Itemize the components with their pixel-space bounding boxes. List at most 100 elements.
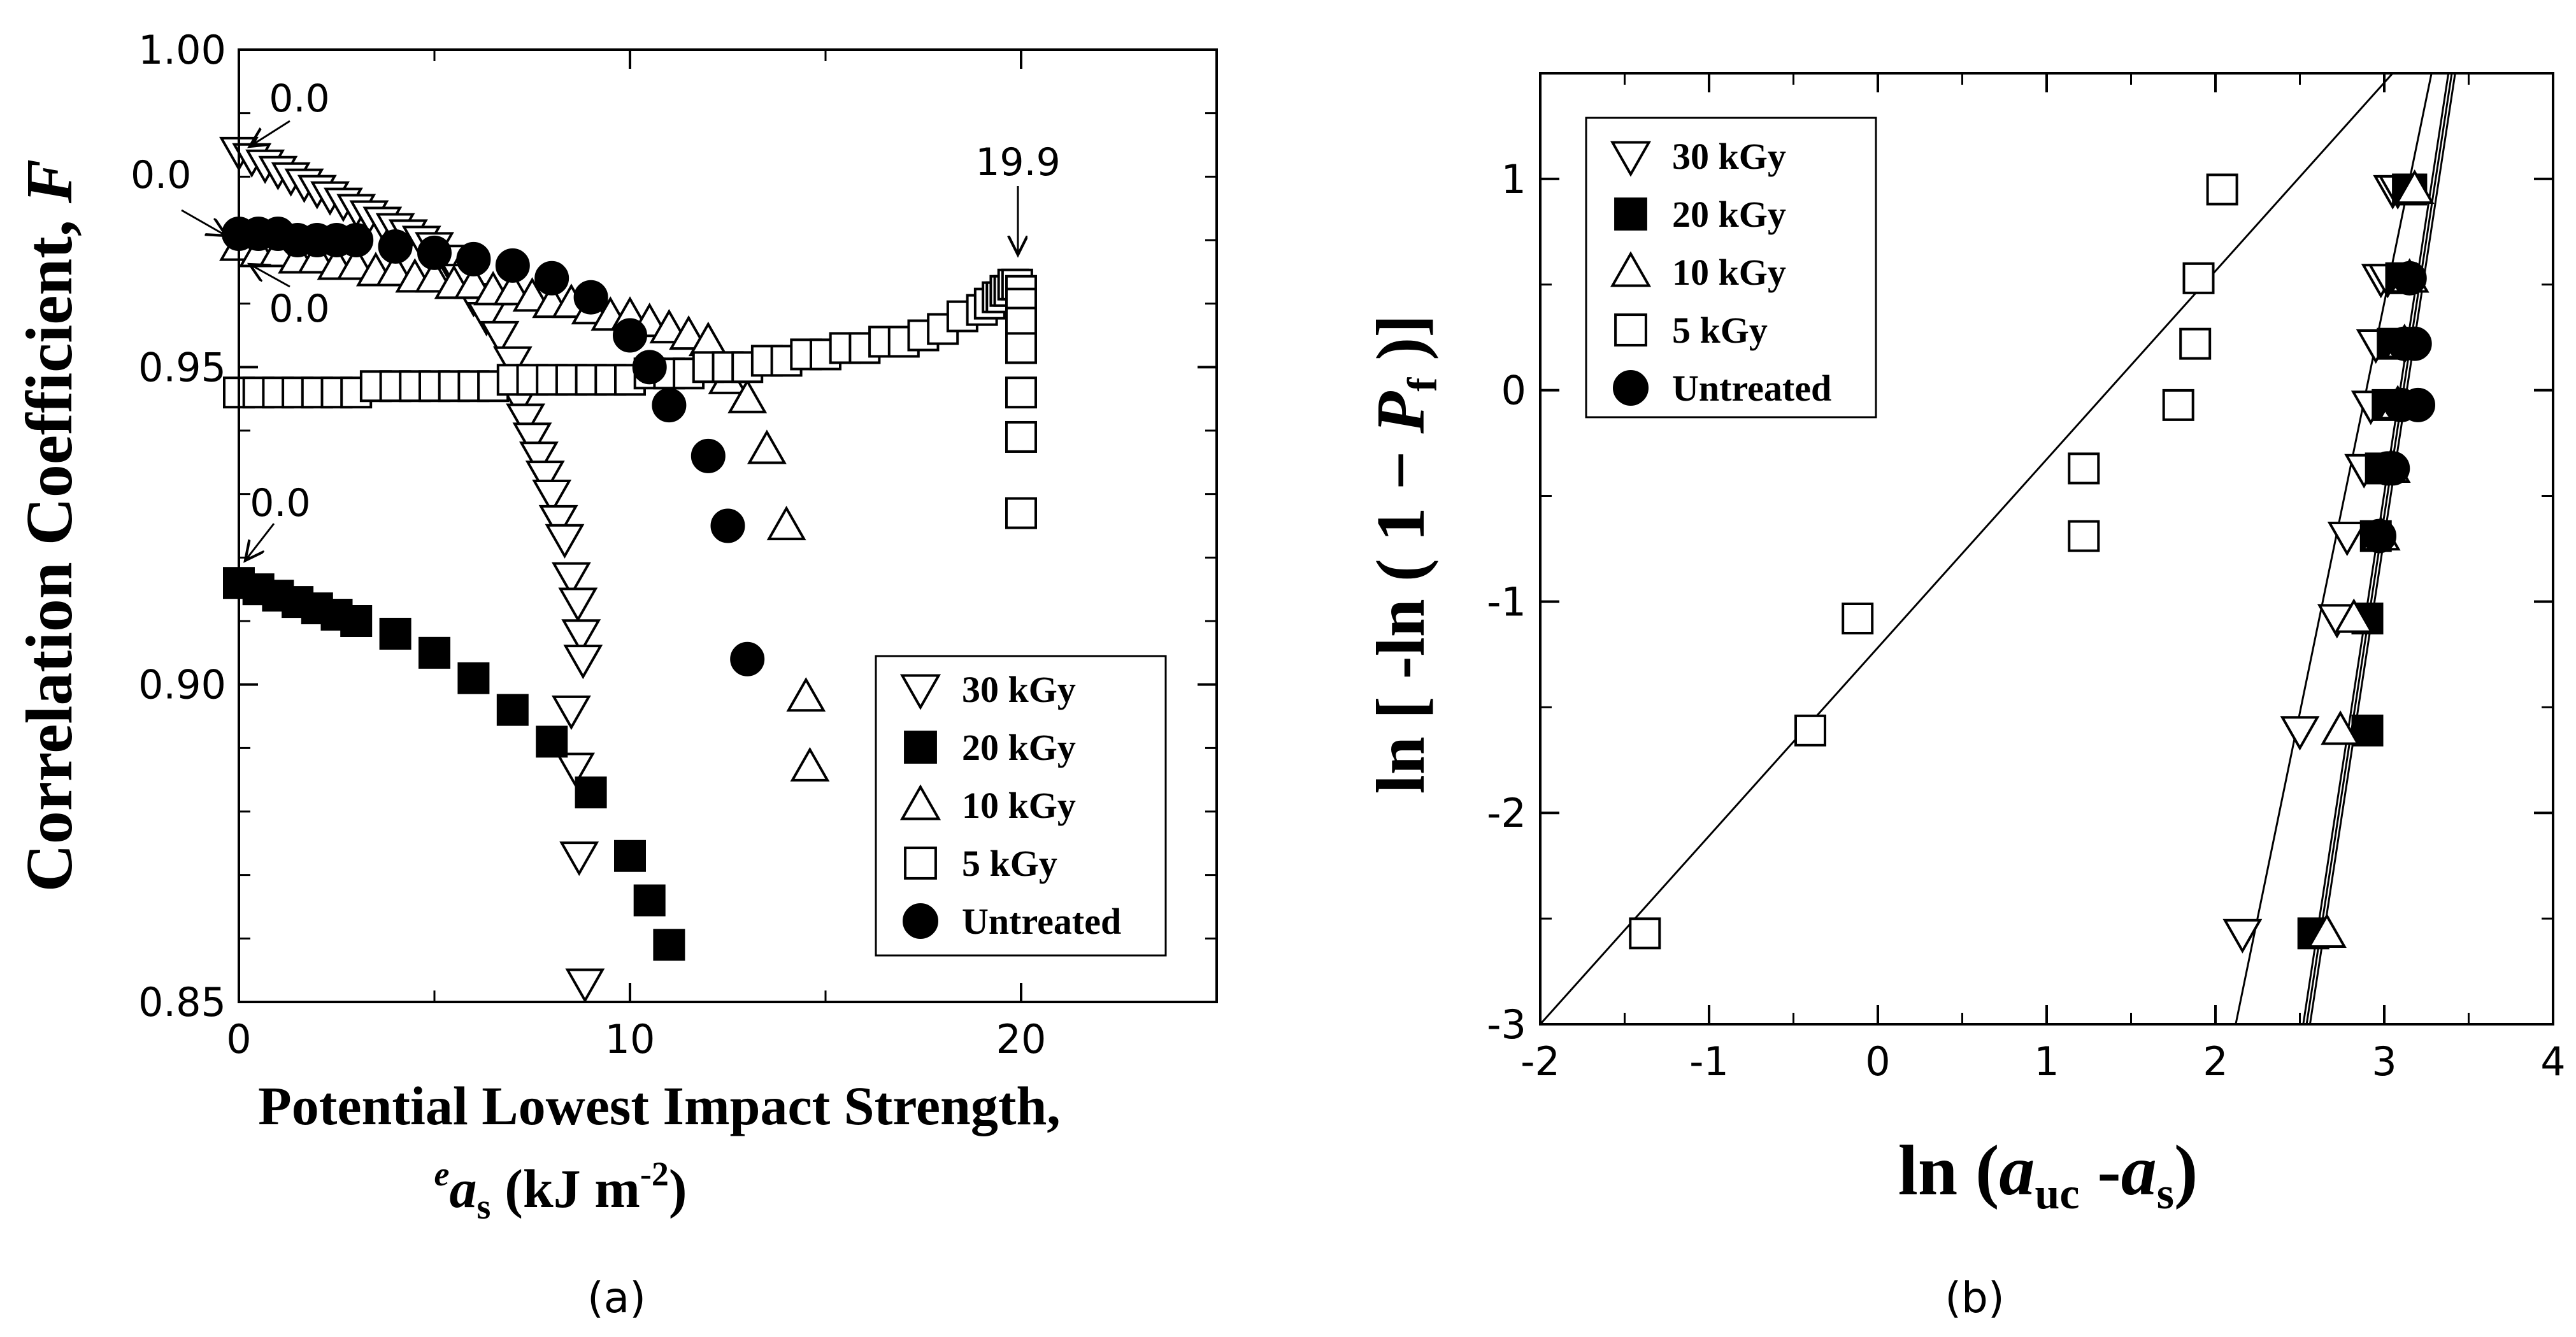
chart-a-y-tick-label: 0.95 <box>138 344 226 390</box>
chart-b-xlabel-mid: - <box>2079 1131 2121 1210</box>
chart-a-point-30-kgy <box>545 524 585 559</box>
chart-b-point-5-kgy <box>2068 520 2100 552</box>
chart-b-marks <box>1629 169 2435 954</box>
chart-a-xlabel-units: (kJ m <box>504 1158 640 1219</box>
chart-b-y-tick-label: -3 <box>1487 1001 1526 1048</box>
chart-b-legend-label: 5 kGy <box>1672 310 1768 351</box>
chart-a-point-30-kgy <box>512 422 552 457</box>
chart-a-point-30-kgy <box>492 346 533 381</box>
chart-a-point-30-kgy <box>532 480 572 515</box>
chart-a-point-30-kgy-lower <box>559 841 599 876</box>
chart-a-annotation-label: 0.0 <box>250 481 310 526</box>
chart-a-point-untreated <box>417 235 452 270</box>
chart-b-point-10-kgy <box>2394 169 2435 204</box>
chart-b-fit-line-30-kgy-fit <box>2235 73 2433 1025</box>
chart-b-ylabel-sub: f <box>1399 377 1446 392</box>
chart-a-point-30-kgy <box>551 562 591 597</box>
chart-b-legend-label: 30 kGy <box>1672 136 1786 177</box>
chart-b-point-untreated <box>2362 518 2397 554</box>
chart-a-point-30-kgy-lower <box>555 752 595 787</box>
chart-b-point-10-kgy <box>2321 710 2361 745</box>
chart-a-point-untreated <box>652 388 687 423</box>
chart-b-x-tick-label: 0 <box>1865 1038 1890 1085</box>
chart-a-point-untreated <box>534 261 569 296</box>
chart-a-point-20-kgy <box>653 929 685 961</box>
chart-b-point-20-kgy <box>2351 714 2384 747</box>
chart-a-xlabel-units-close: ) <box>669 1158 687 1219</box>
chart-b-point-30-kgy <box>2280 716 2320 751</box>
chart-a-annotation-label: 0.0 <box>269 287 329 331</box>
chart-b-ylabel-var: P <box>1363 391 1439 434</box>
chart-b-legend-marker-20-kgy <box>1614 197 1647 231</box>
chart-b-point-untreated <box>2392 261 2427 296</box>
chart-b-xlabel-var: a <box>1999 1131 2035 1210</box>
chart-b-point-5-kgy <box>2182 262 2215 294</box>
chart-a-ylabel-var: F <box>13 159 86 204</box>
chart-a-point-20-kgy <box>419 636 450 669</box>
chart-a-point-20-kgy <box>633 884 666 917</box>
chart-a-point-untreated <box>573 280 608 315</box>
chart-b-point-untreated <box>2397 326 2432 361</box>
chart-b-point-5-kgy <box>2206 173 2238 206</box>
chart-b-legend-label: Untreated <box>1672 368 1831 409</box>
chart-a-ylabel-text: Correlation Coefficient, <box>13 203 86 892</box>
chart-a-point-5-kgy <box>1005 376 1037 409</box>
chart-b-fit-line-5-kgy-fit <box>1539 72 2394 1026</box>
chart-a-point-untreated <box>730 641 765 676</box>
chart-a-xlabel-line2: eas (kJ m-2) <box>434 1155 687 1227</box>
chart-a-y-tick-label: 0.85 <box>138 979 226 1026</box>
chart-a-y-tick-label: 0.90 <box>138 662 226 708</box>
chart-a-point-20-kgy <box>496 694 529 726</box>
chart-b-point-5-kgy <box>2179 327 2212 360</box>
chart-b-ylabel-suffix: )] <box>1363 315 1439 378</box>
chart-a-point-20-kgy <box>340 605 373 637</box>
chart-a-point-10-kgy <box>786 677 826 712</box>
chart-a-point-untreated <box>495 248 530 283</box>
chart-b-y-tick-label: -2 <box>1487 790 1526 836</box>
chart-b-x-tick-label: 1 <box>2034 1038 2059 1085</box>
chart-b-point-untreated <box>2401 387 2435 422</box>
chart-a-x-tick-label: 10 <box>605 1016 655 1062</box>
chart-a-point-10-kgy <box>747 429 787 464</box>
chart-a-point-30-kgy-lower <box>565 968 605 1003</box>
chart-b-xlabel-var2: a <box>2121 1131 2157 1210</box>
chart-a-annotations: 0.0 0.0 0.0 0.0 19.9 <box>131 76 1061 561</box>
chart-a-point-untreated <box>378 229 413 264</box>
chart-a-point-30-kgy <box>538 504 578 540</box>
chart-b-point-5-kgy <box>2068 452 2100 485</box>
chart-a-point-untreated <box>456 241 491 276</box>
chart-a-annotation-label: 0.0 <box>269 76 329 121</box>
chart-a-legend: 30 kGy 20 kGy 10 kGy 5 kGy Untreated <box>875 655 1167 957</box>
chart-b-axis-ticks: -2 -1 0 1 2 3 4-3-2-101 <box>1487 72 2566 1085</box>
chart-a-point-untreated <box>632 350 667 385</box>
chart-a-point-20-kgy <box>536 726 568 758</box>
chart-a-xlabel-sub: s <box>476 1187 490 1227</box>
chart-b-legend-label: 10 kGy <box>1672 252 1786 293</box>
chart-a-ylabel: Correlation Coefficient, F <box>13 159 86 892</box>
chart-a-point-untreated <box>339 223 374 257</box>
chart-a-annotation-arrow <box>250 120 290 147</box>
chart-b-legend-marker-10-kgy <box>1610 251 1652 287</box>
chart-a-legend-label: 20 kGy <box>962 727 1076 768</box>
chart-a-xlabel-units-sup: -2 <box>640 1155 669 1193</box>
chart-a-legend-label: 30 kGy <box>962 669 1076 710</box>
chart-a-legend-marker-untreated <box>903 903 938 939</box>
chart-a-point-20-kgy <box>457 662 490 694</box>
chart-a-annotation-arrow <box>250 264 290 288</box>
chart-a-point-5-kgy <box>1005 420 1037 453</box>
chart-a-point-20-kgy <box>614 840 646 872</box>
chart-b-point-30-kgy <box>2327 521 2367 557</box>
chart-a-point-20-kgy <box>575 776 607 809</box>
chart-a-x-tick-label: 20 <box>996 1016 1047 1062</box>
chart-a-legend-marker-5-kgy <box>904 847 937 880</box>
chart-a-xlabel-var: a <box>449 1158 476 1219</box>
chart-b-legend-marker-untreated <box>1613 370 1649 406</box>
chart-b-xlabel-prefix: ln ( <box>1898 1131 2000 1210</box>
chart-a-annotation-arrow <box>181 209 226 236</box>
chart-b-point-untreated <box>2375 451 2410 486</box>
chart-a-point-5-kgy <box>1005 332 1037 364</box>
chart-a-point-untreated <box>691 438 726 473</box>
chart-a-point-10-kgy <box>766 505 806 541</box>
